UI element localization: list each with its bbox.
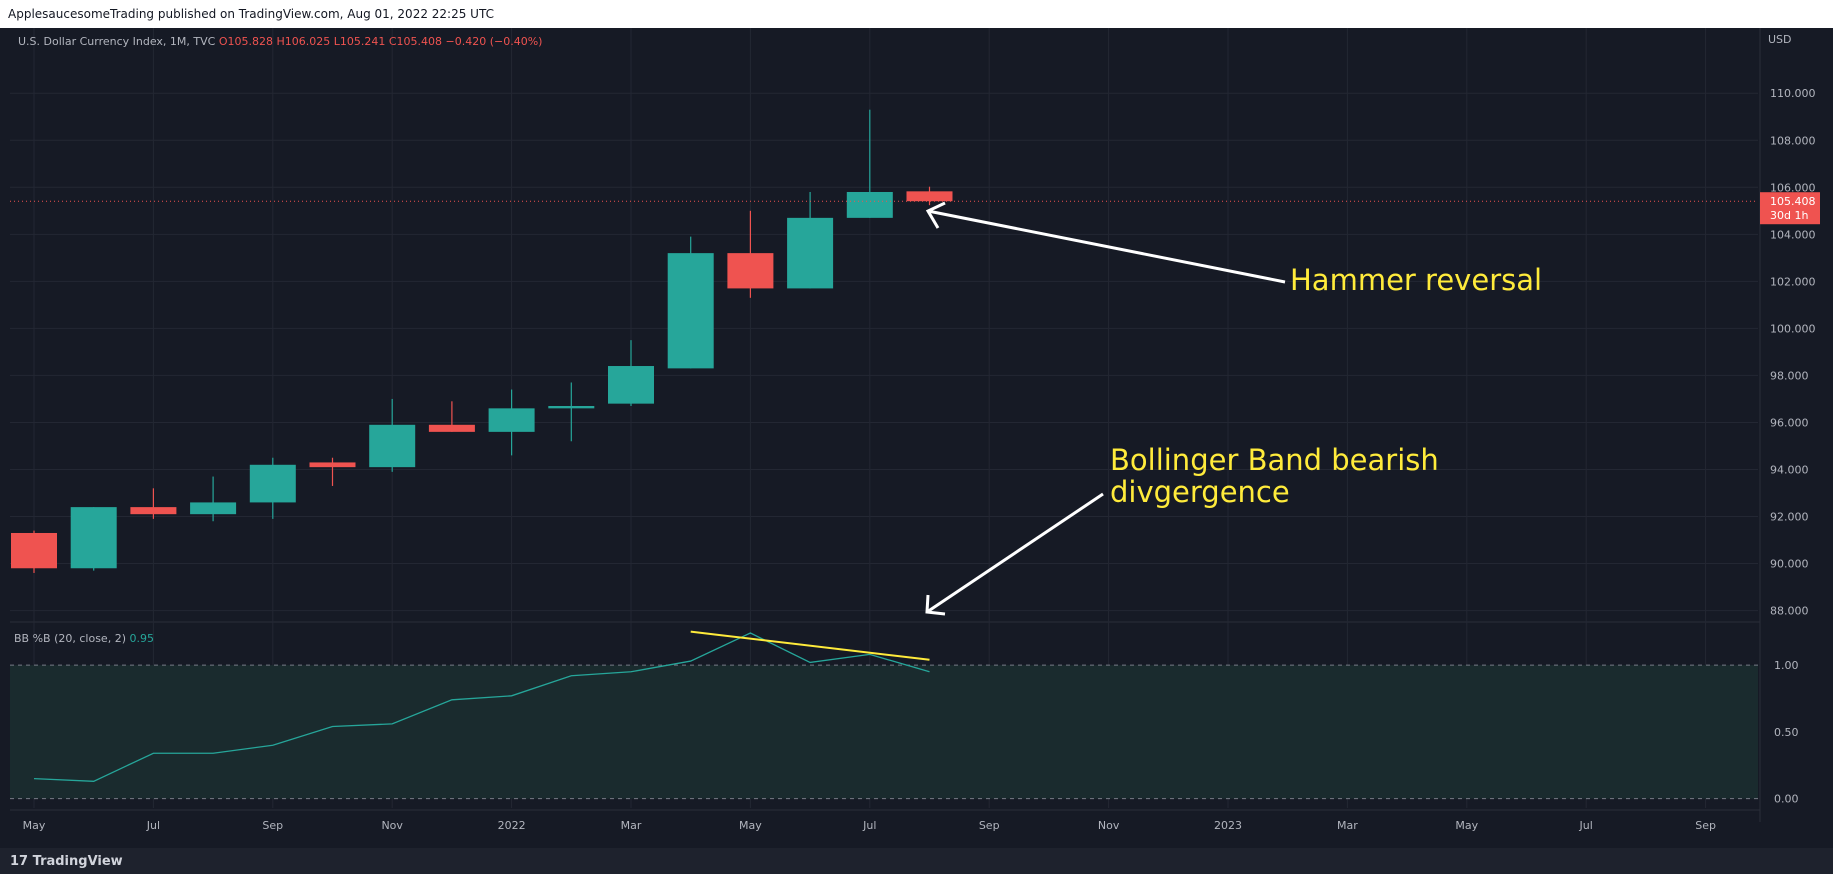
last-price-label: 105.408: [1770, 195, 1816, 208]
time-tick-label: Jul: [146, 819, 160, 832]
bb-indicator-legend[interactable]: BB %B (20, close, 2) 0.95: [14, 632, 154, 645]
time-tick-label: Mar: [621, 819, 642, 832]
candle-body: [846, 191, 893, 218]
price-tick-label: 106.000: [1770, 181, 1816, 194]
candle-body: [667, 253, 714, 369]
time-tick-label: May: [1455, 819, 1478, 832]
bb-line: [33, 630, 930, 782]
brand-name: TradingView: [32, 854, 123, 869]
candle-body: [11, 532, 57, 569]
time-tick-label: Mar: [1337, 819, 1358, 832]
price-tick-label: 102.000: [1770, 275, 1816, 288]
time-tick-label: 2023: [1214, 819, 1242, 832]
price-tick-label: 98.000: [1770, 369, 1809, 382]
candle-body: [548, 405, 595, 409]
ohlc-values: O105.828 H106.025 L105.241 C105.408 −0.4…: [218, 35, 543, 48]
time-tick-label: Sep: [262, 819, 283, 832]
candle-body: [190, 502, 237, 515]
time-tick-label: May: [23, 819, 46, 832]
candle-body: [130, 507, 177, 515]
bb-indicator-value: 0.95: [129, 632, 154, 645]
price-tick-label: 90.000: [1770, 558, 1809, 571]
bb-tick-label: 0.50: [1774, 726, 1799, 739]
footer: 𝟭𝟳 TradingView: [0, 848, 1833, 874]
hammer-arrow: [925, 201, 1286, 284]
bb-band-fill: [10, 664, 1758, 800]
divergence-trendline: [690, 630, 930, 661]
last-price-badge: [1760, 192, 1820, 225]
bb-tick-label: 0.00: [1774, 793, 1799, 806]
time-tick-label: Jul: [1579, 819, 1593, 832]
bollinger-arrow: [925, 492, 1104, 616]
symbol-name: U.S. Dollar Currency Index, 1M, TVC: [18, 35, 216, 48]
candle-body: [608, 366, 654, 404]
bb-band-area: [10, 665, 1758, 799]
time-tick-label: Nov: [381, 819, 403, 832]
axes: 110.000 108.000 106.000 104.000 102.000 100.0…: [23, 33, 1820, 832]
price-tick-label: 92.000: [1770, 511, 1809, 524]
time-tick-label: Jul: [862, 819, 876, 832]
candle-body: [787, 217, 834, 289]
bb-percent-line: [33, 632, 930, 782]
candle-body: [70, 507, 117, 569]
time-tick-label: Sep: [1695, 819, 1716, 832]
candle-body: [428, 424, 475, 432]
price-tick-label: 104.000: [1770, 228, 1816, 241]
price-tick-label: 96.000: [1770, 416, 1809, 429]
price-tick-label: 94.000: [1770, 463, 1809, 476]
candles: [10, 109, 1758, 573]
publisher-text: ApplesaucesomeTrading published on Tradi…: [8, 7, 494, 21]
price-tick-label: 100.000: [1770, 322, 1816, 335]
time-tick-label: Sep: [979, 819, 1000, 832]
time-tick-label: 2022: [498, 819, 526, 832]
candle-body: [249, 464, 296, 503]
currency-label: USD: [1768, 33, 1792, 46]
bollinger-annotation-line2: divgergence: [1110, 475, 1290, 509]
countdown-label: 30d 1h: [1770, 209, 1808, 222]
candle-body: [727, 253, 774, 289]
publisher-header: ApplesaucesomeTrading published on Tradi…: [0, 0, 1833, 28]
candle-body: [906, 191, 953, 202]
price-tick-label: 110.000: [1770, 87, 1816, 100]
bb-indicator-name: BB %B (20, close, 2): [14, 632, 126, 645]
annotations: Hammer reversal Bollinger Band bearish d…: [925, 201, 1542, 616]
candle-body: [369, 424, 416, 468]
price-tick-label: 88.000: [1770, 605, 1809, 618]
bb-tick-label: 1.00: [1774, 659, 1799, 672]
time-tick-label: Nov: [1098, 819, 1120, 832]
brand-mark: 𝟭𝟳: [10, 854, 33, 869]
candle-body: [488, 408, 535, 432]
candle-body: [309, 462, 356, 468]
bollinger-annotation-line1: Bollinger Band bearish: [1110, 443, 1439, 477]
hammer-annotation: Hammer reversal: [1290, 263, 1542, 297]
tradingview-logo-icon[interactable]: 𝟭𝟳 TradingView: [10, 854, 123, 869]
price-tick-label: 108.000: [1770, 134, 1816, 147]
symbol-legend[interactable]: U.S. Dollar Currency Index, 1M, TVC O105…: [18, 35, 542, 48]
time-tick-label: May: [739, 819, 762, 832]
